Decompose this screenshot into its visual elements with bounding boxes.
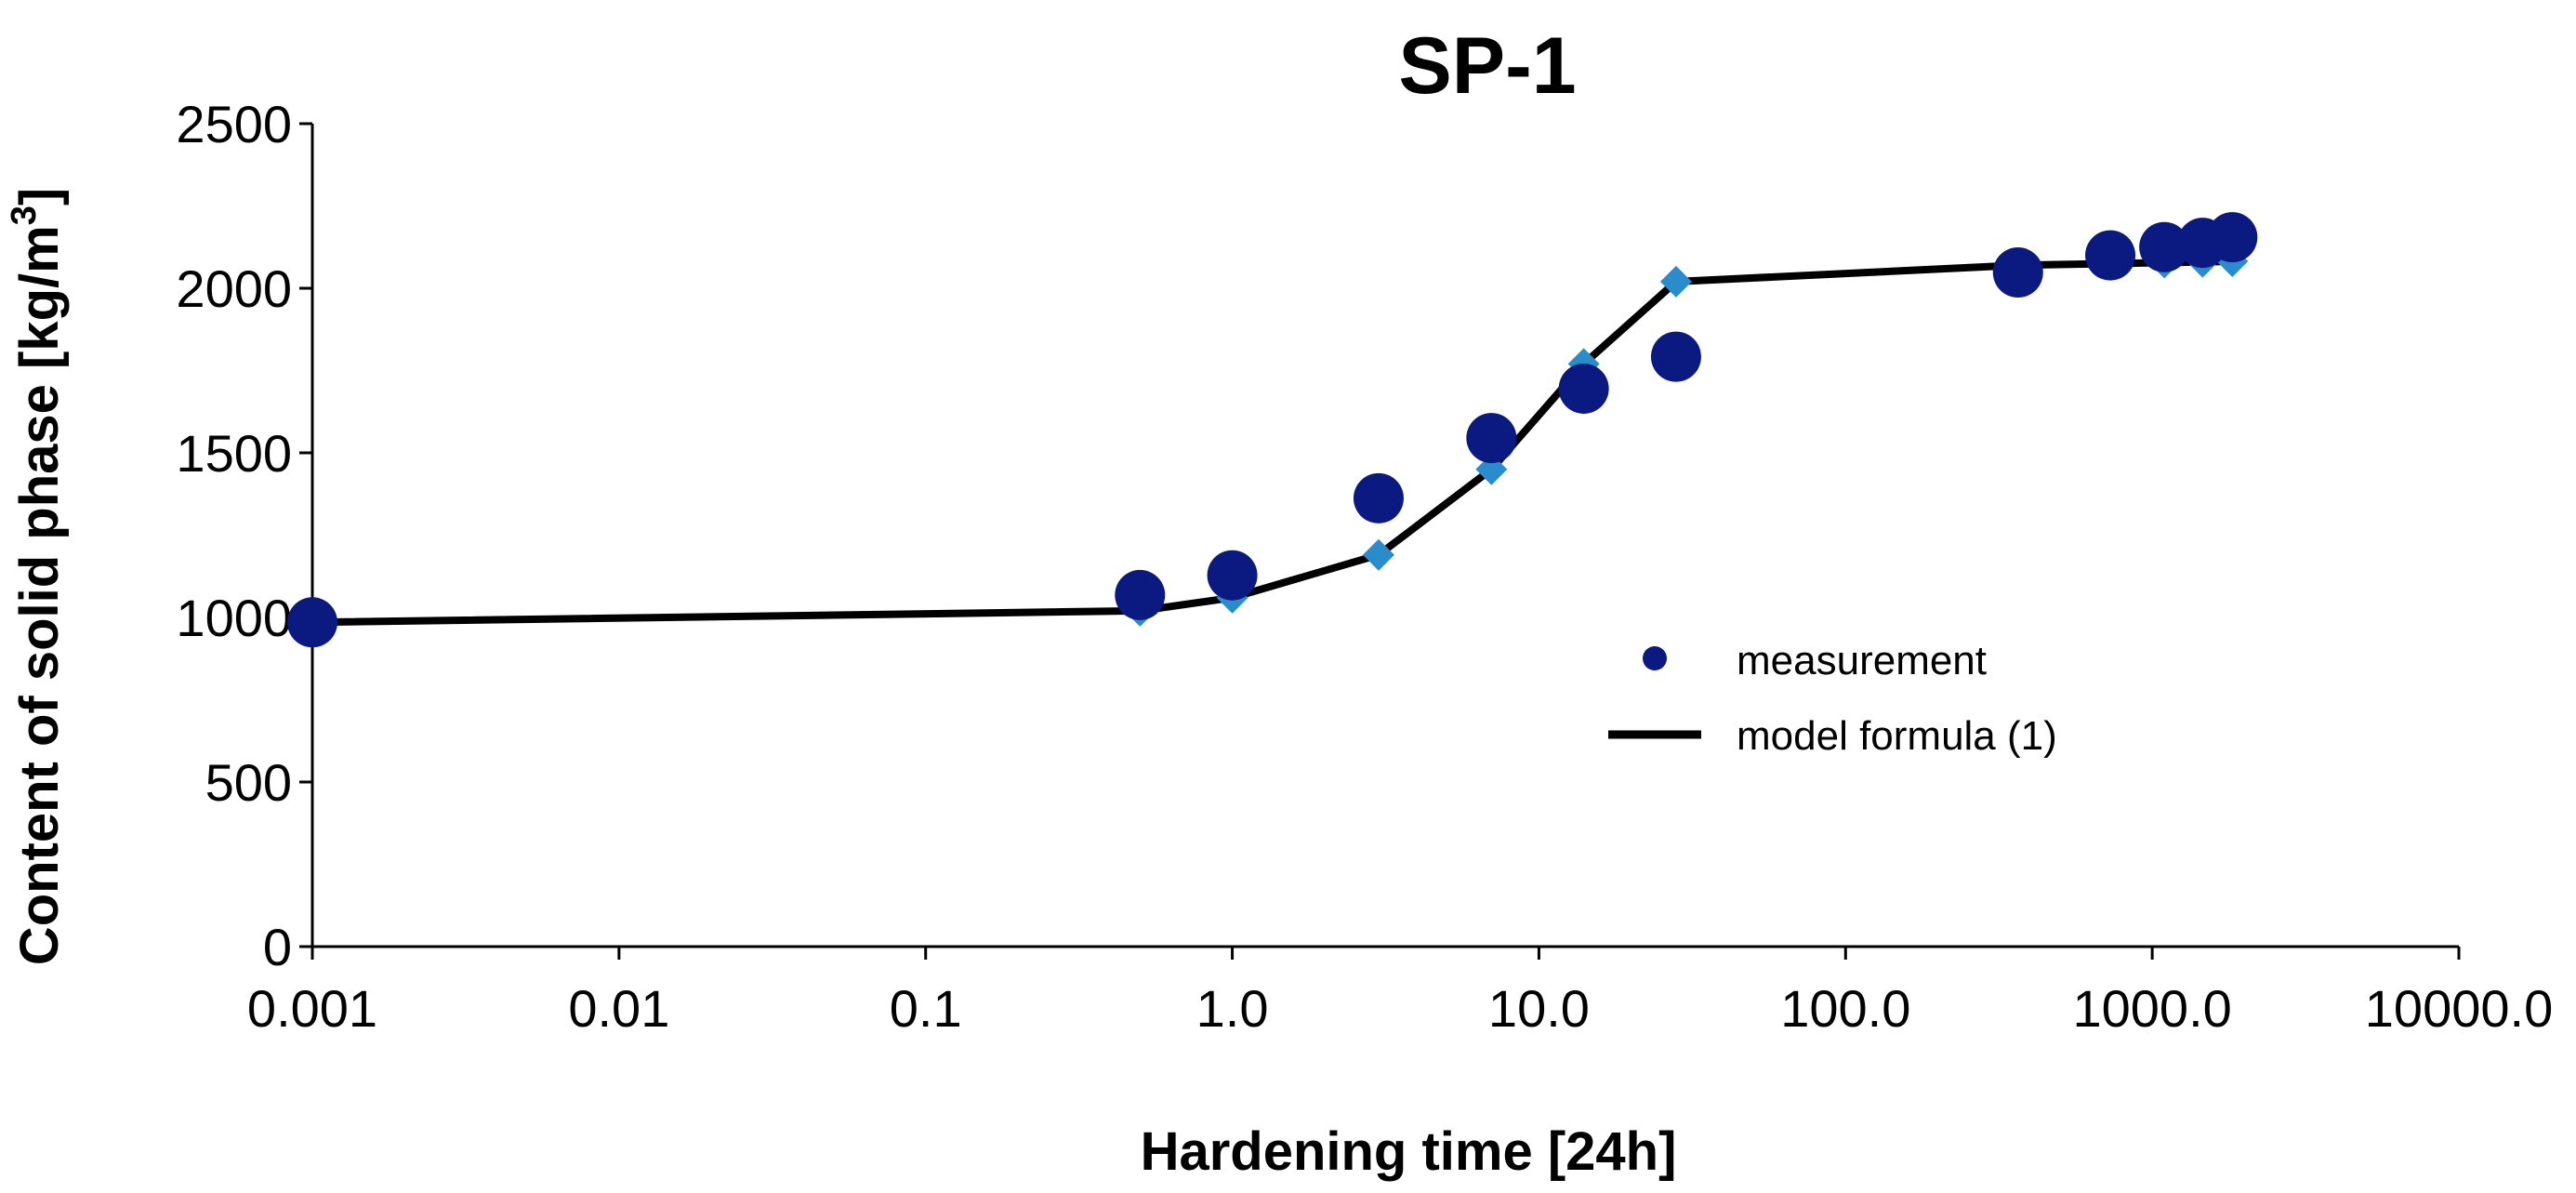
measurement-point xyxy=(1115,569,1166,620)
x-tick-label: 1.0 xyxy=(1196,979,1269,1038)
y-tick-label: 500 xyxy=(205,753,292,812)
model-point xyxy=(1659,265,1692,298)
y-axis-title-main: Content of solid phase [kg/m xyxy=(9,225,70,965)
x-tick-label: 10.0 xyxy=(1488,979,1590,1038)
measurement-point xyxy=(1558,363,1609,414)
y-tick-label: 2500 xyxy=(176,95,292,153)
measurement-point xyxy=(2085,230,2136,281)
legend-measurement-marker xyxy=(1643,646,1667,670)
y-axis-title-end: ] xyxy=(9,188,70,205)
measurement-point xyxy=(1353,472,1404,524)
measurement-points xyxy=(287,212,2258,648)
measurement-point xyxy=(2207,212,2258,263)
measurement-point xyxy=(1650,331,1701,382)
x-axis-title: Hardening time [24h] xyxy=(1141,1121,1677,1182)
x-tick-label: 100.0 xyxy=(1780,979,1910,1038)
x-tick-label: 0.01 xyxy=(568,979,669,1038)
model-line xyxy=(311,258,2233,627)
x-tick-label: 10000.0 xyxy=(2365,979,2553,1038)
svg-text:Content of solid phase [kg/m3]: Content of solid phase [kg/m3] xyxy=(5,188,70,965)
model-point xyxy=(1362,538,1394,571)
y-tick-label: 1000 xyxy=(176,589,292,647)
y-axis-title-superscript: 3 xyxy=(5,205,44,225)
y-tick-label: 0 xyxy=(263,918,292,976)
chart-title: SP-1 xyxy=(1398,21,1576,111)
y-axis-title: Content of solid phase [kg/m3] xyxy=(5,188,70,965)
x-tick-label: 0.1 xyxy=(890,979,962,1038)
measurement-point xyxy=(2139,221,2190,272)
y-tick-label: 2000 xyxy=(176,259,292,318)
axes: 0 500 1000 1500 2000 2500 0.001 0.01 0.1 1.0 10.0 1… xyxy=(176,95,2553,1038)
legend: measurement model formula (1) xyxy=(1608,638,2057,759)
measurement-point xyxy=(1992,247,2043,298)
measurement-point xyxy=(287,597,337,648)
x-tick-label: 1000.0 xyxy=(2073,979,2232,1038)
measurement-point xyxy=(1207,550,1258,601)
measurement-point xyxy=(1466,413,1517,464)
y-tick-label: 1500 xyxy=(176,424,292,483)
legend-model-label: model formula (1) xyxy=(1737,713,2057,759)
model-markers xyxy=(1124,245,2249,627)
x-tick-label: 0.001 xyxy=(247,979,377,1038)
legend-measurement-label: measurement xyxy=(1737,638,1987,683)
model-series-line xyxy=(311,258,2233,627)
